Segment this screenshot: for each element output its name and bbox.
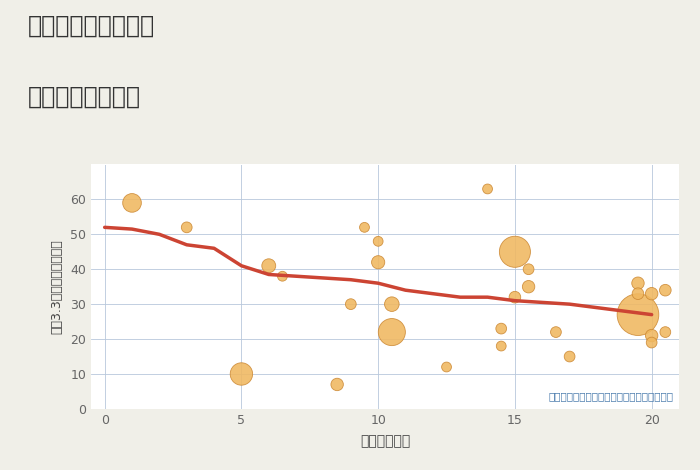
Point: [632, 280, 643, 287]
Point: [646, 290, 657, 298]
Point: [523, 266, 534, 273]
Point: [550, 329, 561, 336]
Point: [632, 290, 643, 298]
Point: [236, 370, 247, 378]
Text: 駅距離別土地価格: 駅距離別土地価格: [28, 85, 141, 109]
Point: [276, 273, 288, 280]
Point: [496, 342, 507, 350]
Point: [372, 237, 384, 245]
Text: 円の大きさは、取引のあった物件面積を示す: 円の大きさは、取引のあった物件面積を示す: [548, 392, 673, 401]
Point: [523, 283, 534, 290]
Point: [659, 286, 671, 294]
Point: [441, 363, 452, 371]
Point: [510, 293, 521, 301]
Point: [659, 329, 671, 336]
Point: [496, 325, 507, 332]
Point: [564, 353, 575, 360]
Point: [482, 185, 493, 193]
Point: [345, 300, 356, 308]
Text: 奈良県奈良市横井の: 奈良県奈良市横井の: [28, 14, 155, 38]
Point: [646, 339, 657, 346]
X-axis label: 駅距離（分）: 駅距離（分）: [360, 434, 410, 448]
Point: [372, 258, 384, 266]
Point: [646, 332, 657, 339]
Point: [181, 224, 193, 231]
Point: [510, 248, 521, 256]
Point: [263, 262, 274, 269]
Point: [386, 300, 398, 308]
Point: [332, 381, 343, 388]
Point: [127, 199, 138, 207]
Point: [386, 329, 398, 336]
Y-axis label: 坪（3.3㎡）単価（万円）: 坪（3.3㎡）単価（万円）: [50, 239, 63, 334]
Point: [359, 224, 370, 231]
Point: [632, 311, 643, 318]
